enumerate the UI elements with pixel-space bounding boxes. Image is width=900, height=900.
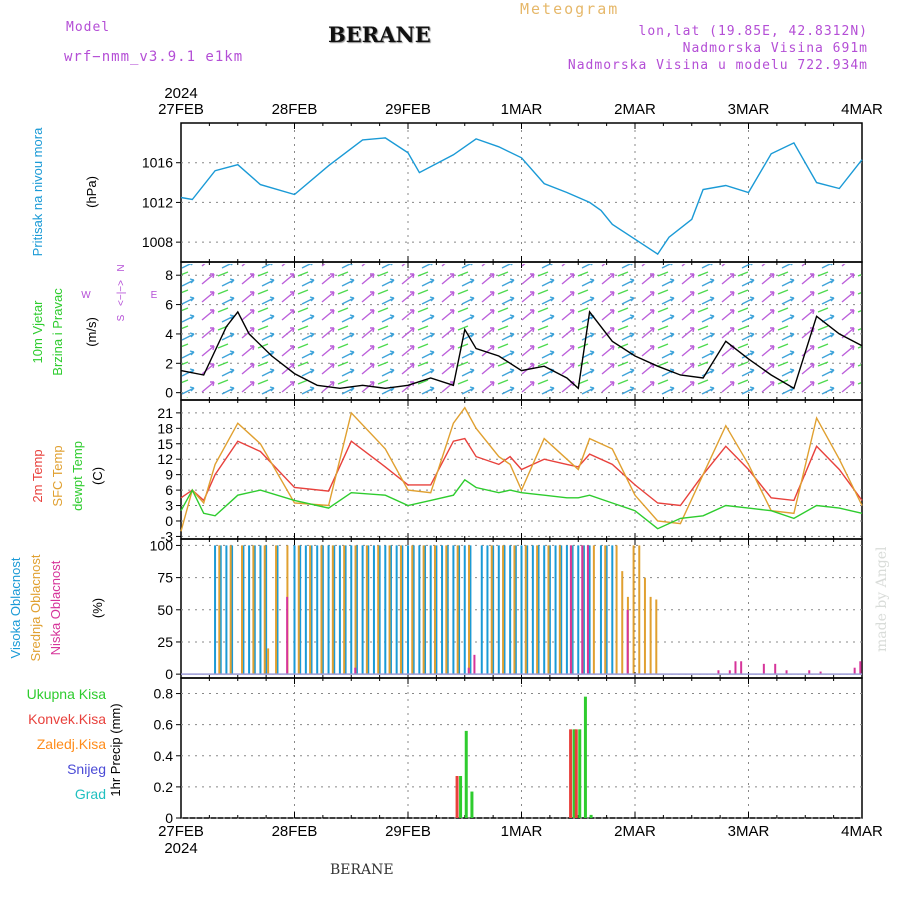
legend-zaledj-kisa: Zaledj.Kisa xyxy=(37,736,106,752)
y-tick-label: 2 xyxy=(165,355,173,371)
y-tick-label: 0 xyxy=(165,513,173,529)
y-tick-label: 0 xyxy=(165,666,173,682)
x-date-label-bottom: 28FEB xyxy=(272,823,318,840)
precip-total-bar xyxy=(578,729,582,818)
pressure-unit: (hPa) xyxy=(84,176,99,208)
wind-axis-subtitle: Brzina i Pravac xyxy=(50,288,65,376)
y-tick-label: 100 xyxy=(150,537,174,553)
y-tick-label: 21 xyxy=(157,405,173,421)
t2m-line xyxy=(180,437,863,507)
y-tick-label: 0.8 xyxy=(154,686,174,702)
footer-title: BERANE xyxy=(330,862,394,878)
legend-konvek-kisa: Konvek.Kisa xyxy=(28,711,106,727)
precip-conv-bar xyxy=(569,729,573,818)
cloud-mid-axis-title: Srednja Oblacnost xyxy=(28,554,43,661)
model-name: wrf−nmm_v3.9.1 e1km xyxy=(64,49,244,65)
wind-legend-arrow: <−|−> xyxy=(116,280,127,306)
cloud-unit: (%) xyxy=(90,598,105,618)
x-date-label-top: 3MAR xyxy=(728,101,770,118)
wind-arrow-field xyxy=(182,264,861,398)
cloud-high-axis-title: Visoka Oblacnost xyxy=(8,557,23,658)
y-tick-label: 6 xyxy=(165,297,173,313)
y-tick-label: 0.6 xyxy=(154,717,174,733)
y-tick-label: 9 xyxy=(165,467,173,483)
cloud-low-axis-title: Niska Oblacnost xyxy=(48,560,63,655)
y-tick-label: -3 xyxy=(161,528,174,544)
page-title: BERANE xyxy=(328,22,431,47)
y-tick-label: 8 xyxy=(165,267,173,283)
model-altitude-label: Nadmorska Visina u modelu 722.934m xyxy=(567,58,868,73)
x-date-label-top: 27FEB xyxy=(158,101,204,118)
y-tick-label: 1016 xyxy=(142,155,173,171)
y-tick-label: 12 xyxy=(157,451,173,467)
precip-total-bar xyxy=(470,791,474,818)
tsfc-line xyxy=(180,406,863,532)
precip-axis-title: 1hr Precip (mm) xyxy=(108,703,123,796)
legend-snijeg: Snijeg xyxy=(67,761,106,777)
coords-label: lon,lat (19.85E, 42.8312N) xyxy=(638,24,868,39)
legend-ukupna-kisa: Ukupna Kisa xyxy=(27,686,107,702)
y-tick-label: 0 xyxy=(165,810,173,826)
tsfc-axis-title: SFC Temp xyxy=(50,445,65,506)
x-date-label-bottom: 1MAR xyxy=(501,823,543,840)
meteogram-label: Meteogram xyxy=(520,0,620,18)
wind-legend-east: E xyxy=(151,290,158,301)
precip-total-bar xyxy=(572,729,576,818)
y-tick-label: 25 xyxy=(157,634,173,650)
precip-total-bar xyxy=(464,730,468,818)
y-tick-label: 15 xyxy=(157,436,173,452)
wind-axis-title: 10m Vjetar xyxy=(30,300,45,364)
wind-legend-west: W xyxy=(81,290,91,301)
y-tick-label: 3 xyxy=(165,498,173,514)
y-tick-label: 75 xyxy=(157,570,173,586)
y-tick-label: 1012 xyxy=(142,194,173,210)
x-date-label-top: 29FEB xyxy=(385,101,431,118)
x-year-label-top: 2024 xyxy=(164,85,197,102)
model-label: Model xyxy=(66,20,111,35)
x-date-label-bottom: 29FEB xyxy=(385,823,431,840)
precip-conv-bar xyxy=(455,776,459,818)
panel-frame xyxy=(180,122,863,263)
y-tick-label: 4 xyxy=(165,326,173,342)
temp-unit: (C) xyxy=(90,467,105,485)
dewpt-axis-title: dewpt Temp xyxy=(70,441,85,511)
x-year-label-bottom: 2024 xyxy=(164,840,197,857)
x-date-label-top: 4MAR xyxy=(841,101,883,118)
x-date-label-top: 1MAR xyxy=(501,101,543,118)
precip-total-bar xyxy=(589,814,593,818)
x-date-label-bottom: 27FEB xyxy=(158,823,204,840)
wind-legend-north: N xyxy=(116,264,127,271)
precip-total-bar xyxy=(583,696,587,818)
y-tick-label: 0 xyxy=(165,385,173,401)
legend-grad: Grad xyxy=(75,786,106,802)
altitude-label: Nadmorska Visina 691m xyxy=(682,41,868,56)
t2m-axis-title: 2m Temp xyxy=(30,449,45,502)
wind-legend-south: S xyxy=(116,314,127,321)
x-date-label-top: 2MAR xyxy=(614,101,656,118)
y-tick-label: 1008 xyxy=(142,234,173,250)
y-tick-label: 0.2 xyxy=(154,779,174,795)
wind-speed-line xyxy=(180,310,863,390)
pressure-line xyxy=(180,137,863,256)
wind-unit: (m/s) xyxy=(84,317,99,347)
x-date-label-top: 28FEB xyxy=(272,101,318,118)
y-tick-label: 0.4 xyxy=(154,748,174,764)
precip-conv-bar xyxy=(574,729,578,818)
x-date-label-bottom: 3MAR xyxy=(728,823,770,840)
y-tick-label: 18 xyxy=(157,420,173,436)
y-tick-label: 6 xyxy=(165,482,173,498)
y-tick-label: 50 xyxy=(157,602,173,618)
pressure-axis-title: Pritisak na nivou mora xyxy=(30,127,45,256)
dewpt-line xyxy=(180,478,863,530)
x-date-label-bottom: 4MAR xyxy=(841,823,883,840)
x-date-label-bottom: 2MAR xyxy=(614,823,656,840)
precip-total-bar xyxy=(459,776,463,818)
